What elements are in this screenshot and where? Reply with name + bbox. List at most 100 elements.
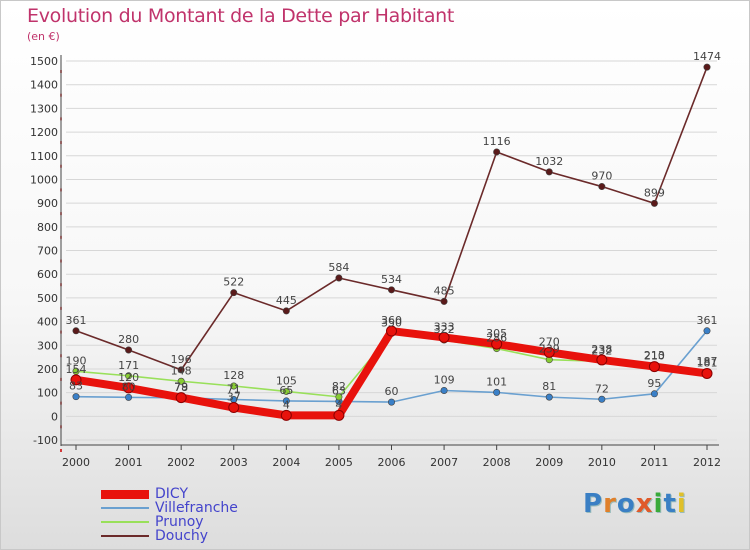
y-tick-label: 1400: [30, 79, 58, 92]
data-point-villefranche: [703, 327, 711, 335]
data-label-douchy: 1116: [483, 135, 511, 148]
legend-item-villefranche: Villefranche: [101, 501, 238, 515]
x-tick-label: 2003: [220, 456, 248, 469]
data-label-dicy: 79: [174, 381, 188, 394]
data-point-dicy: [596, 354, 608, 366]
data-label-douchy: 1032: [535, 155, 563, 168]
data-label-dicy: 181: [697, 356, 718, 369]
data-point-dicy: [228, 402, 240, 414]
y-tick-label: 900: [37, 197, 58, 210]
data-point-douchy: [703, 63, 711, 71]
data-point-villefranche: [72, 393, 80, 401]
data-label-villefranche: 71: [227, 382, 241, 395]
y-tick-label: 1000: [30, 173, 58, 186]
data-label-dicy: 360: [381, 314, 402, 327]
x-tick-label: 2012: [693, 456, 721, 469]
logo-letter: o: [616, 489, 636, 519]
legend-label: DICY: [155, 486, 188, 502]
data-label-villefranche: 109: [434, 373, 455, 386]
y-tick-label: 1300: [30, 102, 58, 115]
data-label-prunoy: 128: [223, 369, 244, 382]
legend: DICY Villefranche Prunoy Douchy: [101, 487, 238, 543]
data-point-dicy: [491, 338, 503, 350]
data-point-prunoy: [125, 372, 133, 380]
data-label-dicy: 305: [486, 327, 507, 340]
y-tick-label: 700: [37, 245, 58, 258]
data-label-prunoy: 148: [171, 364, 192, 377]
legend-item-douchy: Douchy: [101, 529, 238, 543]
legend-swatch: [101, 507, 149, 509]
legend-swatch: [101, 489, 149, 499]
legend-item-dicy: DICY: [101, 487, 238, 501]
data-label-prunoy: 213: [644, 349, 665, 362]
chart-title: Evolution du Montant de la Dette par Hab…: [27, 5, 455, 27]
x-tick-label: 2011: [640, 456, 668, 469]
chart-subtitle: (en €): [27, 30, 60, 43]
data-label-dicy: 37: [227, 391, 241, 404]
data-point-dicy: [280, 409, 292, 421]
x-tick-label: 2005: [325, 456, 353, 469]
legend-item-prunoy: Prunoy: [101, 515, 238, 529]
data-label-prunoy: 232: [591, 344, 612, 357]
data-label-prunoy: 350: [381, 316, 402, 329]
data-point-dicy: [648, 361, 660, 373]
data-label-villefranche: 80: [122, 380, 136, 393]
logo-letter: r: [603, 489, 617, 519]
logo-letter: P: [583, 489, 604, 519]
legend-swatch: [101, 521, 149, 523]
data-label-dicy: 4: [283, 398, 290, 411]
data-point-villefranche: [440, 386, 448, 394]
data-point-douchy: [493, 148, 501, 156]
data-label-villefranche: 361: [697, 314, 718, 327]
data-point-dicy: [70, 374, 82, 386]
y-tick-label: 500: [37, 292, 58, 305]
data-label-prunoy: 239: [539, 343, 560, 356]
x-tick-label: 2007: [430, 456, 458, 469]
data-label-villefranche: 83: [69, 380, 83, 393]
data-label-douchy: 280: [118, 333, 139, 346]
data-label-villefranche: 63: [332, 384, 346, 397]
data-label-dicy: 154: [66, 363, 87, 376]
y-tick-label: 300: [37, 339, 58, 352]
data-point-villefranche: [125, 393, 133, 401]
data-point-dicy: [701, 367, 713, 379]
data-label-dicy: 120: [118, 371, 139, 384]
data-point-douchy: [125, 346, 133, 354]
x-tick-label: 2004: [272, 456, 300, 469]
data-point-douchy: [387, 286, 395, 294]
x-tick-label: 2000: [62, 456, 90, 469]
data-label-villefranche: 78: [174, 381, 188, 394]
data-label-dicy: 238: [591, 343, 612, 356]
data-label-villefranche: 101: [486, 375, 507, 388]
data-label-douchy: 445: [276, 294, 297, 307]
data-label-douchy: 522: [223, 276, 244, 289]
x-tick-label: 2006: [378, 456, 406, 469]
x-tick-label: 2001: [115, 456, 143, 469]
data-label-prunoy: 82: [332, 380, 346, 393]
data-point-villefranche: [387, 398, 395, 406]
x-tick-label: 2010: [588, 456, 616, 469]
data-point-douchy: [545, 168, 553, 176]
data-point-dicy: [333, 409, 345, 421]
data-label-prunoy: 190: [66, 354, 87, 367]
data-label-villefranche: 65: [279, 384, 293, 397]
legend-swatch: [101, 535, 149, 537]
data-label-douchy: 485: [434, 284, 455, 297]
data-label-dicy: 210: [644, 350, 665, 363]
y-tick-label: 200: [37, 363, 58, 376]
logo-letter: i: [676, 489, 687, 519]
data-point-douchy: [177, 366, 185, 374]
data-point-douchy: [72, 327, 80, 335]
y-tick-label: 800: [37, 221, 58, 234]
data-point-villefranche: [282, 397, 290, 405]
legend-label: Douchy: [155, 528, 209, 544]
x-tick-label: 2008: [483, 456, 511, 469]
data-point-douchy: [335, 274, 343, 282]
data-label-villefranche: 95: [647, 377, 661, 390]
data-label-douchy: 899: [644, 186, 665, 199]
data-label-prunoy: 322: [434, 323, 455, 336]
logo-letter: x: [635, 489, 654, 519]
data-label-douchy: 534: [381, 273, 402, 286]
legend-label: Prunoy: [155, 514, 204, 530]
data-label-villefranche: 81: [542, 380, 556, 393]
